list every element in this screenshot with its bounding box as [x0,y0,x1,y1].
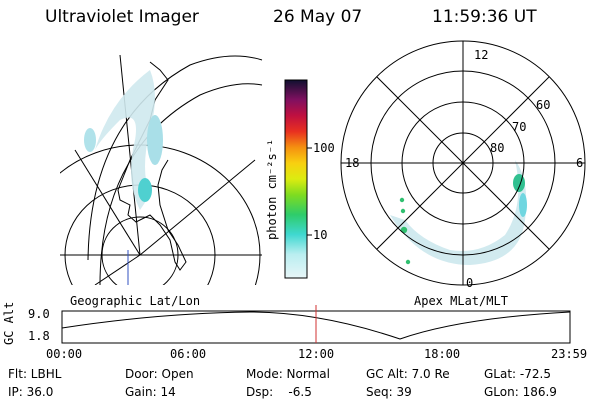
colorbar-tick-100: 100 [313,141,335,155]
dsp-value: Dsp: -6.5 [246,385,312,399]
apex-panel-label: Apex MLat/MLT [414,294,508,308]
mode-value: Mode: Normal [246,367,330,381]
time-tick-1200: 12:00 [298,347,335,361]
alt-tick-9: 9.0 [28,307,50,321]
glon-value: GLon: 186.9 [484,385,557,399]
gc-alt-axis-label: GC Alt [2,301,16,345]
lat-label-60: 60 [536,98,551,112]
geographic-panel-label: Geographic Lat/Lon [70,294,201,308]
aurora-oval-left [84,70,163,210]
door-value: Door: Open [125,367,194,381]
time-tick-1800: 18:00 [424,347,461,361]
polar-plot [340,40,586,286]
glat-value: GLat: -72.5 [484,367,551,381]
geographic-map [60,55,263,285]
mlt-label-18: 18 [345,156,360,170]
seq-value: Seq: 39 [366,385,412,399]
lat-label-80: 80 [490,141,505,155]
time-tick-0600: 06:00 [170,347,207,361]
mlt-label-6: 6 [576,156,584,170]
time-tick-0000: 00:00 [46,347,83,361]
gain-value: Gain: 14 [125,385,176,399]
colorbar [284,79,312,279]
date-label: 26 May 07 [273,7,363,27]
gc-alt-value: GC Alt: 7.0 Re [366,367,450,381]
colorbar-tick-10: 10 [313,228,328,242]
time-label: 11:59:36 UT [432,7,537,27]
colorbar-unit-label: photon cm⁻²s⁻¹ [265,138,279,240]
instrument-title: Ultraviolet Imager [45,7,199,27]
ip-value: IP: 36.0 [8,385,54,399]
alt-tick-1-8: 1.8 [28,329,50,343]
filter-value: Flt: LBHL [8,367,62,381]
mlt-label-12: 12 [474,48,489,62]
altitude-strip [61,305,571,344]
time-tick-2359: 23:59 [551,347,588,361]
mlt-label-0: 0 [466,276,474,290]
lat-label-70: 70 [512,120,527,134]
